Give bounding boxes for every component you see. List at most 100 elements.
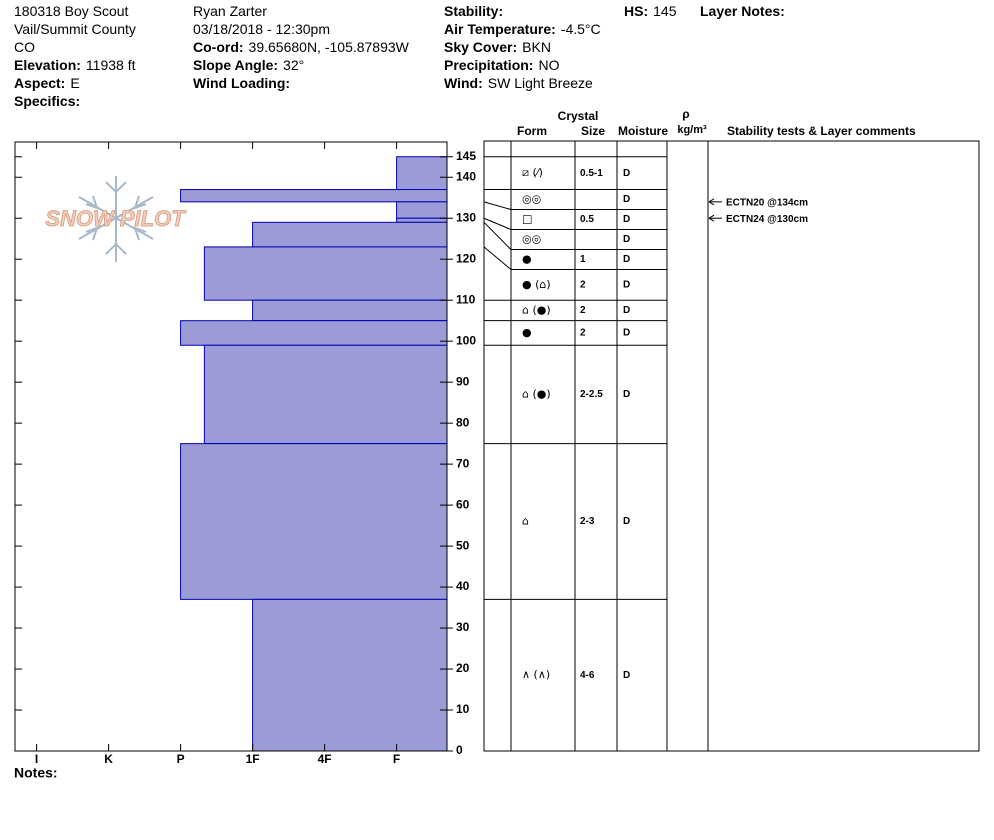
field-value: SW Light Breeze (488, 75, 593, 91)
field-value: Ryan Zarter (193, 3, 267, 19)
moisture: D (623, 328, 630, 339)
test-label: ECTN20 @134cm (726, 197, 808, 208)
layer-connector (483, 201, 512, 211)
field-value: 32° (283, 57, 304, 73)
header-field: Elevation: 11938 ft (14, 57, 136, 73)
y-tick-label: 20 (456, 661, 470, 675)
hardness-bar (252, 299, 448, 322)
col-header: ρ (682, 107, 689, 121)
crystal-size: 2-3 (580, 516, 595, 527)
y-tick-label: 50 (456, 538, 470, 552)
logo-flake (78, 176, 154, 262)
crystal-size: 2-2.5 (580, 389, 603, 400)
hardness-bar (252, 598, 448, 752)
y-tick-label: 80 (456, 415, 470, 429)
layer-connector (483, 221, 512, 250)
field-value: CO (14, 39, 35, 55)
field-label: Co-ord: (193, 39, 244, 55)
y-tick-label: 120 (456, 251, 476, 265)
y-tick-label: 130 (456, 210, 476, 224)
col-header: kg/m³ (677, 124, 707, 136)
field-value: NO (538, 57, 559, 73)
field-label: HS: (624, 3, 648, 19)
header-field: Specifics: (14, 93, 80, 109)
col-header: Crystal (558, 109, 599, 123)
header-field: Air Temperature: -4.5°C (444, 21, 601, 37)
hardness-bar (396, 156, 448, 191)
header-field: 180318 Boy Scout (14, 3, 129, 19)
header-field: Layer Notes: (700, 3, 785, 19)
x-tick-label: K (104, 752, 113, 766)
crystal-size: 2 (580, 328, 586, 339)
chart-frame (14, 141, 448, 752)
y-tick-label: 10 (456, 702, 470, 716)
x-tick-label: 4F (318, 752, 332, 766)
field-value: BKN (522, 39, 551, 55)
hardness-bar (180, 189, 448, 203)
field-label: Wind Loading: (193, 75, 290, 91)
crystal-form: ● (522, 326, 532, 339)
moisture: D (623, 670, 630, 681)
crystal-form: ● (⌂) (522, 278, 551, 291)
crystal-form: ● (522, 253, 532, 266)
y-tick-label: 140 (456, 169, 476, 183)
y-tick-label: 0 (456, 743, 463, 757)
y-tick-label: 30 (456, 620, 470, 634)
header-field: 03/18/2018 - 12:30pm (193, 21, 330, 37)
test-arrowhead (708, 214, 715, 222)
x-tick-label: 1F (246, 752, 260, 766)
crystal-size: 2 (580, 305, 586, 316)
header-field: Aspect: E (14, 75, 80, 91)
field-value: -4.5°C (561, 21, 601, 37)
header-field: Ryan Zarter (193, 3, 267, 19)
field-value: 03/18/2018 - 12:30pm (193, 21, 330, 37)
field-value: Vail/Summit County (14, 21, 136, 37)
moisture: D (623, 280, 630, 291)
field-label: Aspect: (14, 75, 65, 91)
y-tick-label: 110 (456, 292, 476, 306)
header-field: CO (14, 39, 35, 55)
field-label: Layer Notes: (700, 3, 785, 19)
field-label: Slope Angle: (193, 57, 278, 73)
moisture: D (623, 516, 630, 527)
test-arrowhead (708, 198, 715, 206)
y-tick-label: 40 (456, 579, 470, 593)
field-value: 39.65680N, -105.87893W (249, 39, 410, 55)
header-field: Wind: SW Light Breeze (444, 75, 593, 91)
crystal-size: 4-6 (580, 670, 595, 681)
header-field: Sky Cover: BKN (444, 39, 551, 55)
crystal-size: 2 (580, 280, 586, 291)
x-tick-label: F (393, 752, 400, 766)
hardness-bar (203, 246, 448, 301)
hardness-bar (180, 443, 448, 600)
crystal-size: 0.5-1 (580, 168, 603, 179)
moisture: D (623, 168, 630, 179)
crystal-form: ⌂ (●) (522, 303, 551, 316)
field-value: 11938 ft (86, 57, 136, 73)
layer-connector (483, 246, 512, 270)
field-label: Stability: (444, 3, 503, 19)
field-label: Precipitation: (444, 57, 533, 73)
test-label: ECTN24 @130cm (726, 214, 808, 225)
moisture: D (623, 194, 630, 205)
crystal-form: ◎◎ (522, 193, 541, 206)
crystal-size: 1 (580, 254, 586, 265)
moisture: D (623, 214, 630, 225)
field-value: E (70, 75, 79, 91)
moisture: D (623, 389, 630, 400)
col-header: Stability tests & Layer comments (727, 124, 916, 138)
hardness-bar (180, 320, 448, 346)
y-tick-label: 60 (456, 497, 470, 511)
crystal-form: ⌂ (522, 514, 529, 527)
crystal-form: ⌂ (●) (522, 387, 551, 400)
moisture: D (623, 305, 630, 316)
y-tick-label: 100 (456, 333, 476, 347)
field-label: Air Temperature: (444, 21, 556, 37)
header-field: Vail/Summit County (14, 21, 136, 37)
col-header: Size (581, 124, 605, 138)
col-header: Form (517, 124, 547, 138)
y-tick-label: 145 (456, 149, 476, 163)
header-field: HS: 145 (624, 3, 677, 19)
col-header: Moisture (618, 124, 668, 138)
hardness-bar (396, 217, 448, 223)
